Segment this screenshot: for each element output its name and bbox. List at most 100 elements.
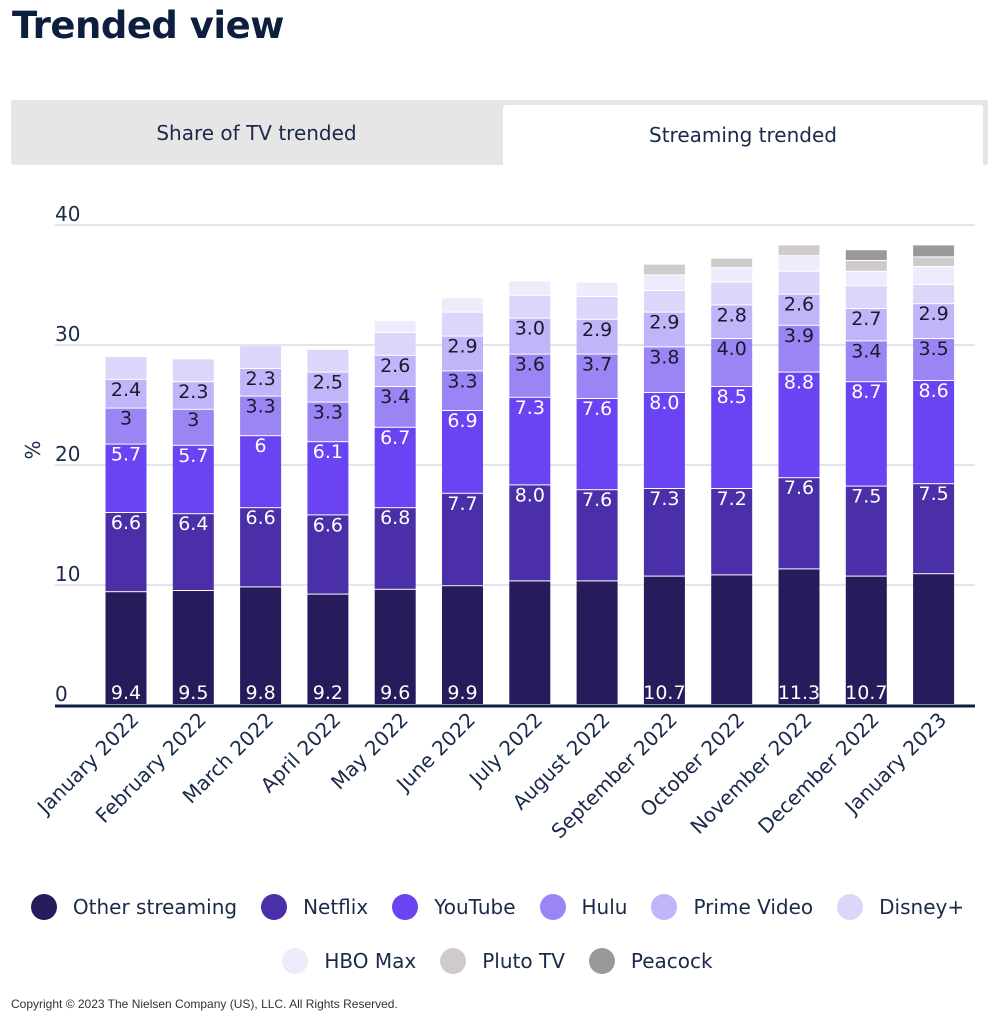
data-label: 7.3 — [515, 397, 545, 419]
bar-segment — [643, 576, 685, 704]
legend-label: Disney+ — [879, 895, 965, 919]
data-label: 3.3 — [447, 370, 477, 392]
bar-segment — [643, 291, 685, 312]
bar-segment — [845, 341, 887, 382]
data-label: 7.6 — [784, 477, 814, 499]
data-label: 11.3 — [778, 682, 820, 704]
bar-segment — [778, 271, 820, 294]
legend-item[interactable]: Netflix — [261, 894, 368, 920]
data-label: 6.8 — [380, 507, 410, 529]
bar-segment — [845, 309, 887, 341]
data-label: 3.0 — [515, 318, 545, 340]
page-title: Trended view — [12, 4, 284, 47]
bar-segment — [711, 387, 753, 488]
data-label: 3 — [187, 409, 199, 431]
data-label: 2.8 — [717, 304, 747, 326]
bar-segment — [240, 587, 282, 704]
data-label: 10.7 — [845, 682, 887, 704]
data-label: 2.6 — [784, 294, 814, 316]
bar-segment — [845, 486, 887, 576]
bar-segment — [778, 478, 820, 569]
bar-segment — [643, 489, 685, 576]
legend-swatch — [30, 894, 57, 920]
legend-item[interactable]: Pluto TV — [440, 948, 565, 974]
data-label: 7.6 — [582, 489, 612, 511]
data-label: 2.9 — [582, 319, 612, 341]
data-label: 7.7 — [447, 493, 477, 515]
data-label: 9.2 — [313, 682, 343, 704]
bar-segment — [509, 397, 551, 485]
data-label: 8.7 — [851, 381, 881, 403]
bar-segment — [240, 436, 282, 508]
legend-label: YouTube — [434, 895, 516, 919]
legend-item[interactable]: Prime Video — [651, 894, 813, 920]
bar-segment — [778, 569, 820, 704]
bar-segment — [913, 381, 955, 484]
y-axis-label: % — [21, 440, 45, 459]
bar-segment — [913, 245, 955, 257]
data-label: 3.6 — [515, 354, 545, 376]
bar-segment — [778, 372, 820, 478]
y-tick-label: 10 — [55, 562, 80, 586]
bar-segment — [643, 312, 685, 347]
bar-segment — [576, 399, 618, 490]
legend-item[interactable]: Other streaming — [30, 894, 238, 920]
data-label: 7.5 — [851, 486, 881, 508]
x-tick-label: December 2022 — [753, 708, 884, 839]
bar-segment — [105, 379, 147, 408]
bar-segment — [913, 257, 955, 266]
data-label: 8.0 — [515, 484, 545, 506]
bar-segment — [913, 574, 955, 704]
bar-segment — [711, 575, 753, 704]
legend-label: Other streaming — [72, 895, 238, 919]
data-label: 2.3 — [178, 381, 208, 403]
legend-swatch — [588, 948, 615, 974]
tab-streaming-trended[interactable]: Streaming trended — [503, 105, 983, 165]
bar-segment — [778, 294, 820, 325]
bar-segment — [913, 285, 955, 304]
y-tick-label: 20 — [55, 442, 80, 466]
legend-item[interactable]: YouTube — [392, 894, 516, 920]
bar-segment — [105, 357, 147, 379]
bar-segment — [374, 589, 416, 704]
legend-item[interactable]: Hulu — [539, 894, 627, 920]
legend-item[interactable]: Disney+ — [837, 894, 964, 920]
bar-segment — [778, 325, 820, 372]
bar-segment — [576, 319, 618, 354]
data-label: 9.8 — [245, 682, 275, 704]
bar-segment — [172, 359, 214, 382]
data-label: 2.7 — [851, 308, 881, 330]
data-label: 6 — [255, 435, 267, 457]
legend-label: Prime Video — [693, 895, 814, 919]
bar-segment — [711, 339, 753, 386]
data-label: 3.5 — [918, 338, 948, 360]
x-tick-label: September 2022 — [546, 708, 682, 844]
data-label: 3.7 — [582, 354, 612, 376]
bar-segment — [845, 271, 887, 286]
legend-item[interactable]: HBO Max — [282, 948, 416, 974]
bar-segment — [643, 275, 685, 290]
legend-item[interactable]: Peacock — [588, 948, 713, 974]
data-label: 9.6 — [380, 682, 410, 704]
bar-segment — [172, 445, 214, 514]
data-label: 6.7 — [380, 427, 410, 449]
legend-row: HBO Max Pluto TV Peacock — [0, 934, 995, 988]
data-label: 8.5 — [717, 386, 747, 408]
bar-segment — [240, 346, 282, 368]
bar-segment — [442, 411, 483, 493]
legend-swatch — [539, 894, 566, 920]
bar-segment — [845, 576, 887, 704]
bar-segment — [374, 355, 416, 386]
data-label: 2.4 — [111, 379, 141, 401]
bar-segment — [845, 250, 887, 260]
bar-segment — [307, 442, 349, 515]
data-label: 8.8 — [784, 372, 814, 394]
data-label: 4.0 — [717, 338, 747, 360]
data-label: 6.4 — [178, 513, 208, 535]
data-label: 2.9 — [649, 312, 679, 334]
bar-segment — [913, 339, 955, 380]
legend-swatch — [440, 948, 467, 974]
tab-share-of-tv-trended[interactable]: Share of TV trended — [156, 120, 357, 145]
bar-segment — [509, 581, 551, 704]
